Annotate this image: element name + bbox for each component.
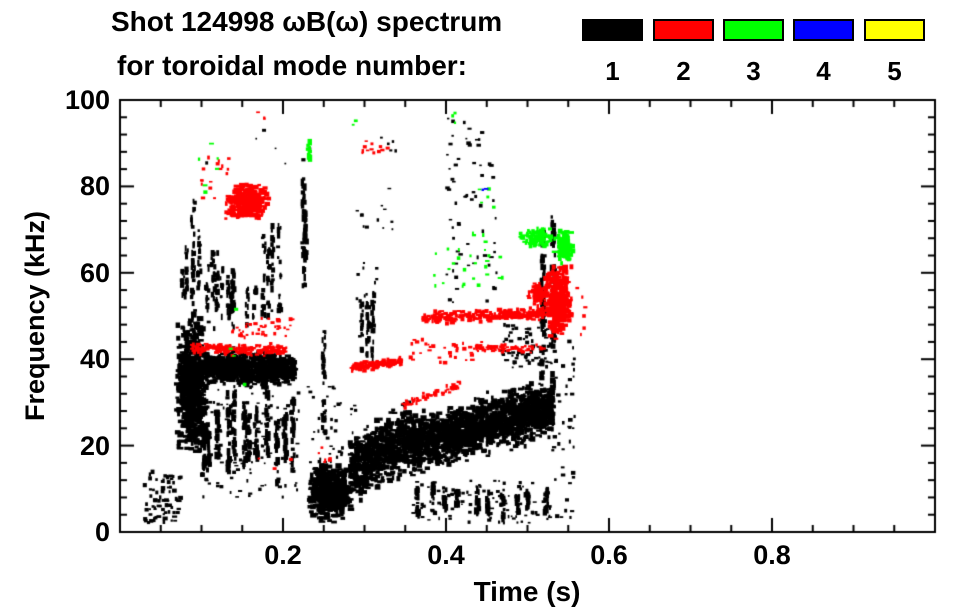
x-axis-title: Time (s) (473, 576, 581, 607)
y-tick-label-60: 60 (79, 257, 110, 288)
y-tick-label-100: 100 (64, 85, 110, 115)
legend-swatch-n5 (864, 19, 925, 41)
y-tick-label-40: 40 (79, 344, 110, 375)
x-tick-label-0.8: 0.8 (753, 540, 791, 570)
figure-title-line2: for toroidal mode number: (117, 50, 467, 81)
legend-swatch-n1 (582, 19, 643, 41)
legend-swatch-n3 (723, 19, 784, 41)
legend-swatch-n2 (653, 19, 714, 41)
y-tick-label-20: 20 (79, 430, 110, 461)
y-tick-label-0: 0 (94, 517, 110, 547)
y-tick-label-80: 80 (79, 171, 110, 202)
legend-label-n5: 5 (887, 56, 902, 86)
legend-label-n3: 3 (746, 56, 761, 86)
x-tick-label-0.2: 0.2 (264, 540, 302, 570)
legend-swatch-n4 (793, 19, 854, 41)
legend-label-n4: 4 (816, 56, 831, 86)
figure-title-line1: Shot 124998 ωB(ω) spectrum (111, 6, 503, 37)
legend-label-n2: 2 (676, 56, 691, 86)
x-tick-label-0.6: 0.6 (590, 540, 628, 570)
x-tick-label-0.4: 0.4 (427, 540, 465, 570)
y-axis-title: Frequency (kHz) (20, 210, 50, 422)
legend-label-n1: 1 (605, 56, 620, 86)
